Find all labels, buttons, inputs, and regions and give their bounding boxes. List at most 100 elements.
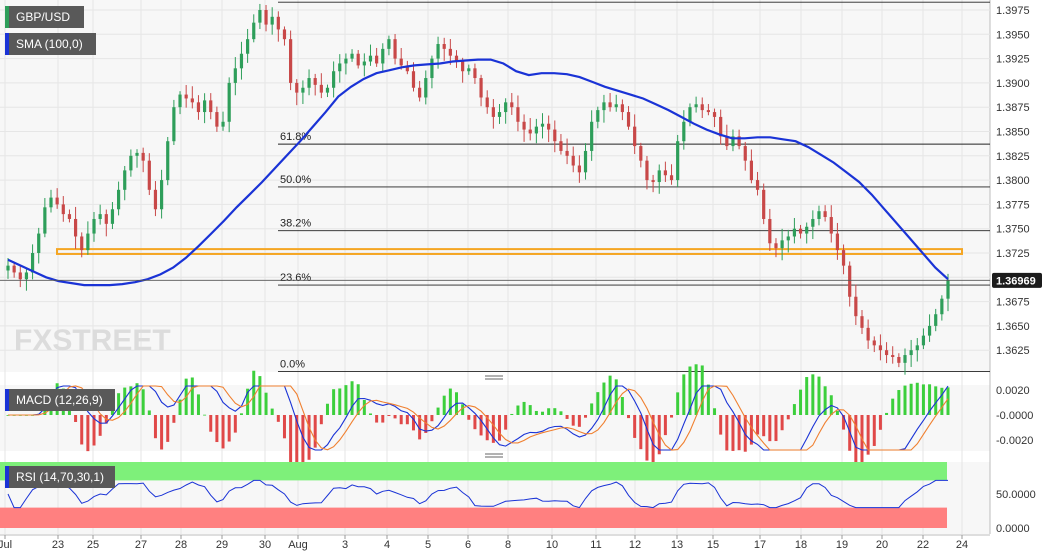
candle-body xyxy=(577,165,581,173)
candle-body xyxy=(30,253,35,273)
macd-divider-handle[interactable] xyxy=(485,375,503,380)
macd-bar xyxy=(473,415,477,430)
candle-body xyxy=(282,29,287,40)
macd-bar xyxy=(209,415,213,432)
x-tick-label: 8 xyxy=(505,539,511,551)
macd-bar xyxy=(909,383,913,415)
candle-body xyxy=(504,102,508,113)
macd-bar xyxy=(885,412,889,415)
candle-body xyxy=(848,265,852,297)
macd-bar xyxy=(934,386,938,415)
candle-body xyxy=(676,141,680,181)
candle-body xyxy=(835,233,840,251)
macd-bar xyxy=(479,415,483,436)
macd-bar xyxy=(467,415,471,420)
macd-bar xyxy=(313,415,317,448)
candle-body xyxy=(934,314,938,326)
macd-bar xyxy=(411,415,415,431)
price-tick-label: 1.3650 xyxy=(996,321,1030,333)
macd-bar xyxy=(178,399,182,415)
macd-y-axis: 0.0020 -0.0000 -0.0020 xyxy=(996,385,1033,447)
macd-bar xyxy=(553,408,557,415)
macd-bar xyxy=(332,389,336,415)
macd-bar xyxy=(344,385,348,415)
candle-body xyxy=(940,298,944,315)
macd-bar xyxy=(694,364,698,415)
macd-bar xyxy=(246,388,250,415)
candle-body xyxy=(473,68,477,79)
macd-bar xyxy=(559,411,563,415)
x-axis: Jul 23 25 27 28 29 30 Aug 3 4 5 6 8 10 11 12 13 15 17 18 19 2… xyxy=(0,535,968,551)
macd-bar xyxy=(596,392,600,415)
macd-bar xyxy=(700,365,704,415)
candle-body xyxy=(583,150,588,173)
macd-bar xyxy=(577,415,581,427)
candle-body xyxy=(639,146,643,161)
x-tick-label: 28 xyxy=(175,539,187,551)
rsi-label: RSI (14,70,30,1) xyxy=(16,470,104,484)
macd-bar xyxy=(399,415,403,425)
candle-body xyxy=(12,265,16,273)
candle-body xyxy=(123,170,127,190)
candle-body xyxy=(841,250,846,266)
macd-bar xyxy=(817,376,821,415)
macd-bar xyxy=(375,415,379,423)
candle-body xyxy=(129,155,133,171)
candle-body xyxy=(166,141,170,181)
candle-body xyxy=(651,180,655,183)
macd-bar xyxy=(651,415,655,465)
x-tick-label: 19 xyxy=(836,539,848,551)
macd-bar xyxy=(387,415,391,417)
x-tick-label: 15 xyxy=(707,539,719,551)
candle-body xyxy=(700,104,704,111)
watermark: FXSTREET xyxy=(14,324,171,357)
macd-bar xyxy=(768,415,772,442)
candle-body xyxy=(866,327,870,341)
candle-body xyxy=(61,204,65,215)
rsi-oversold-zone xyxy=(0,507,947,528)
candle-body xyxy=(196,102,201,113)
macd-bar xyxy=(356,384,360,415)
candle-body xyxy=(884,350,889,356)
candle-body xyxy=(743,146,747,161)
sma-badge: SMA (100,0) xyxy=(5,33,96,55)
candle-body xyxy=(221,121,225,127)
candle-body xyxy=(669,175,674,181)
x-tick-label: 4 xyxy=(384,539,390,551)
price-y-axis: 1.3975 1.3950 1.3925 1.3900 1.3875 1.3850 1.38… xyxy=(996,5,1030,357)
macd-bar xyxy=(725,415,729,451)
x-tick-label: 24 xyxy=(956,539,968,551)
candle-body xyxy=(381,48,385,64)
macd-bar xyxy=(799,389,803,415)
macd-bar xyxy=(498,415,502,441)
macd-bar xyxy=(86,415,90,452)
rsi-badge: RSI (14,70,30,1) xyxy=(5,466,115,488)
macd-bar xyxy=(362,399,366,415)
macd-bar xyxy=(780,415,784,431)
macd-bar xyxy=(670,415,674,418)
candle-body xyxy=(270,16,274,25)
candle-body xyxy=(891,355,895,358)
macd-bar xyxy=(516,405,520,415)
macd-bar xyxy=(737,415,741,451)
candle-body xyxy=(491,107,495,117)
candle-body xyxy=(430,58,434,79)
macd-bar xyxy=(80,415,84,445)
rsi-divider-handle[interactable] xyxy=(485,453,503,458)
macd-bar xyxy=(614,379,618,415)
candle-body xyxy=(227,82,231,122)
candle-body xyxy=(307,78,311,88)
candle-body xyxy=(553,129,557,142)
candle-body xyxy=(301,87,305,93)
candle-body xyxy=(424,78,428,98)
macd-bar xyxy=(295,415,299,475)
macd-histogram xyxy=(6,364,950,475)
macd-bar xyxy=(872,415,876,446)
macd-tick-label: 0.0020 xyxy=(996,385,1030,397)
fib-label: 50.0% xyxy=(280,174,311,186)
candle-body xyxy=(688,107,692,122)
macd-bar xyxy=(633,415,637,438)
macd-bar xyxy=(418,415,422,440)
macd-bar xyxy=(897,390,901,415)
